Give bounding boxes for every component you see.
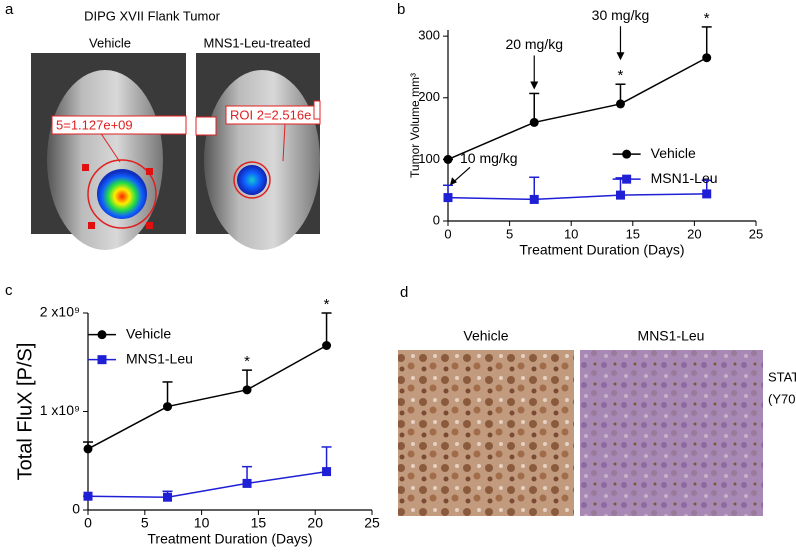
legend-label: MNS1-Leu <box>126 350 193 366</box>
legend-label: MSN1-Leu <box>651 170 718 186</box>
x-tick-label: 10 <box>194 515 210 531</box>
roi-handle <box>88 222 95 229</box>
image <box>204 70 320 250</box>
x-tick-label: 25 <box>749 226 763 241</box>
roi-handle <box>146 168 153 175</box>
x-tick-label: 20 <box>307 515 323 531</box>
panel-letter: b <box>397 1 405 18</box>
marker <box>529 117 539 127</box>
roi-leader <box>99 131 121 163</box>
roi-text: ROI 2=2.516e <box>230 107 311 122</box>
series-line <box>447 57 708 161</box>
marker <box>702 189 712 199</box>
x-tick-label: 0 <box>444 226 451 241</box>
marker <box>702 53 712 63</box>
y-tick-label: 2 x10⁹ <box>40 304 80 320</box>
marker <box>163 402 173 412</box>
y-tick-label: 300 <box>418 28 440 43</box>
image-label: MNS1-Leu-treated <box>204 35 311 50</box>
annotation: 30 mg/kg <box>592 7 650 23</box>
y-tick-label: 0 <box>433 212 440 227</box>
series-line <box>87 344 327 450</box>
y-tick-label: 200 <box>418 89 440 104</box>
heatmap <box>97 169 147 219</box>
roi-circle <box>87 159 157 229</box>
series-line <box>87 470 327 498</box>
legend-label: Vehicle <box>651 145 696 161</box>
y-tick-label: 100 <box>418 151 440 166</box>
arrowhead <box>450 177 457 186</box>
stain-label: (Y705p) <box>768 391 796 406</box>
histology-image <box>398 350 574 516</box>
legend-label: Vehicle <box>126 325 171 341</box>
y-axis-label: Tumor Volume mm³ <box>408 73 422 178</box>
series-line <box>447 193 707 201</box>
significance-star: * <box>704 10 710 27</box>
significance-star: * <box>244 353 250 370</box>
x-tick-label: 5 <box>506 226 513 241</box>
stain-label: STAT3 <box>768 369 796 384</box>
panel-letter: c <box>5 282 13 299</box>
y-tick-label: 0 <box>72 501 80 517</box>
marker <box>83 444 93 454</box>
x-tick-label: 20 <box>687 226 701 241</box>
x-tick-label: 10 <box>564 226 578 241</box>
x-tick-label: 15 <box>626 226 640 241</box>
roi-text: 5=1.127e+09 <box>56 117 133 132</box>
marker <box>242 385 252 395</box>
marker <box>529 194 539 204</box>
panel-title: DIPG XVII Flank Tumor <box>84 8 220 23</box>
x-axis-label: Treatment Duration (Days) <box>147 531 312 547</box>
significance-star: * <box>324 296 330 313</box>
heatmap <box>237 165 267 195</box>
x-tick-label: 25 <box>364 515 380 531</box>
marker <box>163 492 173 502</box>
marker <box>443 154 453 164</box>
panel-letter: a <box>5 1 14 18</box>
roi-handle <box>82 164 89 171</box>
significance-star: * <box>618 67 624 84</box>
roi-handle <box>146 222 153 229</box>
arrowhead <box>616 52 625 61</box>
image-label: MNS1-Leu <box>638 328 705 344</box>
roi-box <box>313 100 321 120</box>
marker <box>443 193 453 203</box>
legend-marker <box>97 330 107 340</box>
annotation: 10 mg/kg <box>460 150 518 166</box>
marker <box>242 478 252 488</box>
legend-marker <box>622 149 632 159</box>
image-label: Vehicle <box>463 328 508 344</box>
x-tick-label: 5 <box>141 515 149 531</box>
marker <box>322 467 332 477</box>
roi-box <box>195 116 217 136</box>
image-label: Vehicle <box>89 35 131 50</box>
roi-box <box>51 115 187 135</box>
legend-marker <box>622 174 632 184</box>
panel-letter: d <box>400 284 408 301</box>
arrowhead <box>530 81 539 90</box>
x-tick-label: 0 <box>84 515 92 531</box>
histology-image <box>580 350 763 516</box>
y-tick-label: 1 x10⁹ <box>40 402 80 418</box>
marker <box>322 341 332 351</box>
x-tick-label: 15 <box>251 515 267 531</box>
marker <box>615 190 625 200</box>
y-axis-label: Total FluX [P/S] <box>14 343 36 481</box>
marker <box>615 99 625 109</box>
legend-marker <box>97 355 107 365</box>
x-axis-label: Treatment Duration (Days) <box>519 242 684 258</box>
roi-circle <box>233 161 271 199</box>
roi-leader <box>282 123 286 162</box>
annotation: 20 mg/kg <box>505 36 563 52</box>
marker <box>83 491 93 501</box>
